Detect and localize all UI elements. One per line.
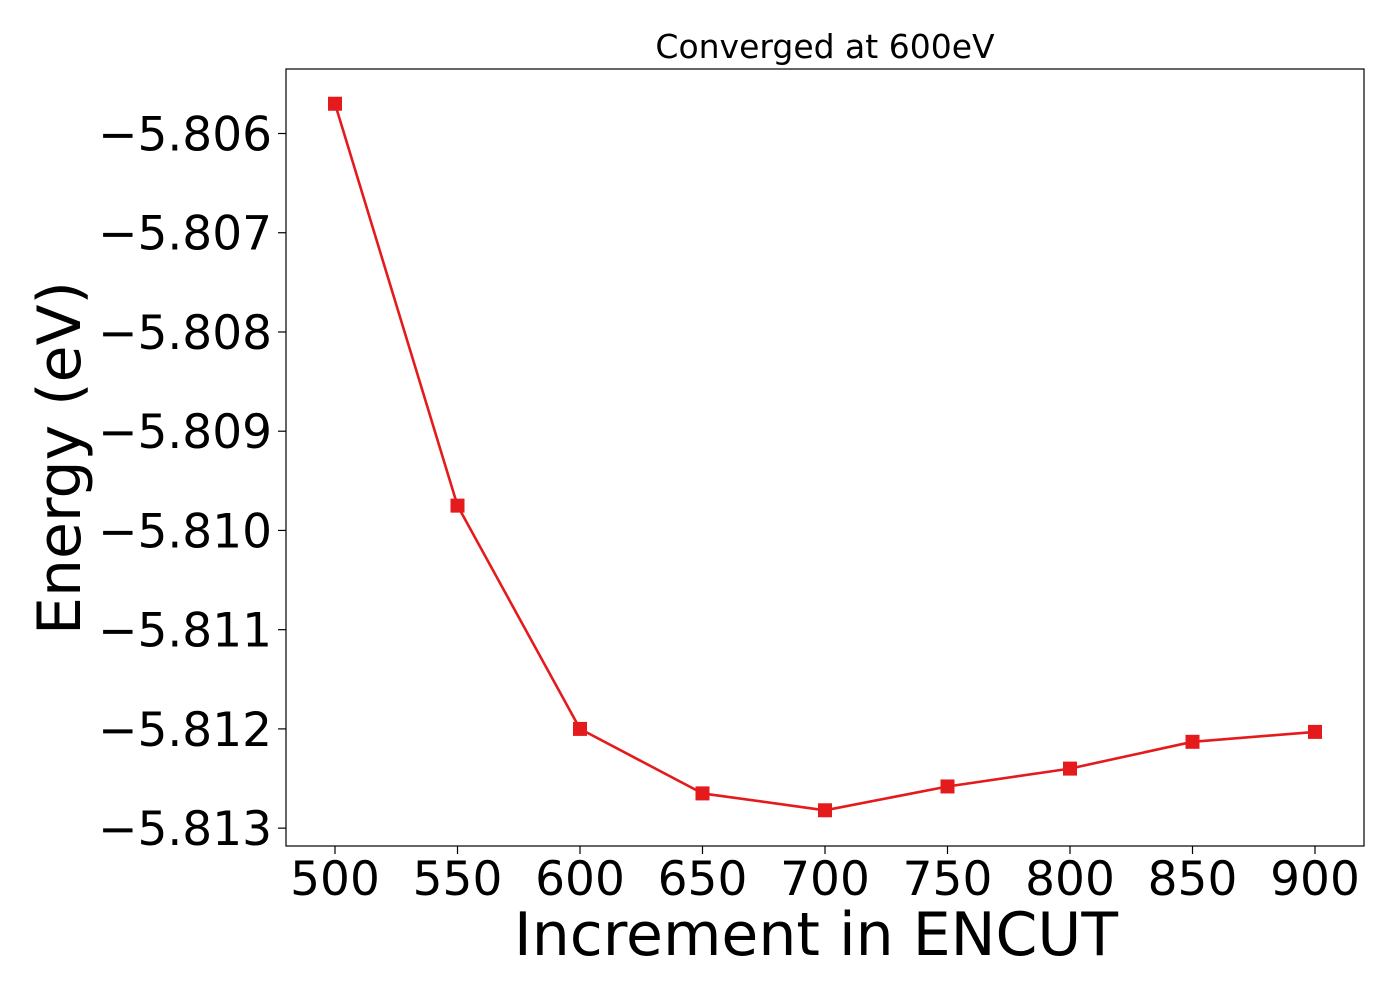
y-tick-label: −5.813 [98, 802, 272, 857]
y-tick-label: −5.808 [98, 306, 272, 361]
data-point [450, 498, 465, 513]
x-tick-label: 700 [780, 852, 870, 907]
data-point [573, 721, 587, 736]
y-tick-label: −5.810 [98, 504, 272, 559]
chart-title: Converged at 600eV [655, 27, 995, 66]
y-tick-label: −5.812 [98, 703, 272, 758]
x-axis-title: Increment in ENCUT [514, 900, 1118, 970]
x-tick-label: 600 [535, 852, 625, 907]
plot-frame [285, 68, 1365, 847]
x-axis-ticks: 500 550 600 650 700 750 800 850 900 [290, 846, 1360, 907]
y-axis-ticks: −5.806 −5.807 −5.808 −5.809 −5.810 −5.811 −5.8… [98, 108, 286, 857]
data-point [1185, 734, 1200, 749]
x-tick-label: 850 [1148, 852, 1238, 907]
x-tick-label: 500 [290, 852, 380, 907]
x-tick-label: 900 [1270, 852, 1360, 907]
y-tick-label: −5.811 [98, 604, 272, 659]
x-tick-label: 650 [658, 852, 748, 907]
y-tick-label: −5.807 [98, 207, 272, 262]
y-axis-title: Energy (eV) [25, 281, 95, 635]
data-point [818, 803, 832, 818]
x-tick-label: 750 [903, 852, 993, 907]
data-point [695, 786, 710, 801]
data-point [1063, 761, 1077, 776]
y-tick-label: −5.806 [98, 108, 272, 163]
y-tick-label: −5.809 [98, 405, 272, 460]
x-tick-label: 550 [413, 852, 503, 907]
data-point [940, 779, 955, 794]
data-point [1308, 724, 1322, 739]
data-series [328, 96, 1322, 818]
series-line [333, 103, 1316, 812]
data-point [328, 96, 342, 111]
x-tick-label: 800 [1025, 852, 1115, 907]
